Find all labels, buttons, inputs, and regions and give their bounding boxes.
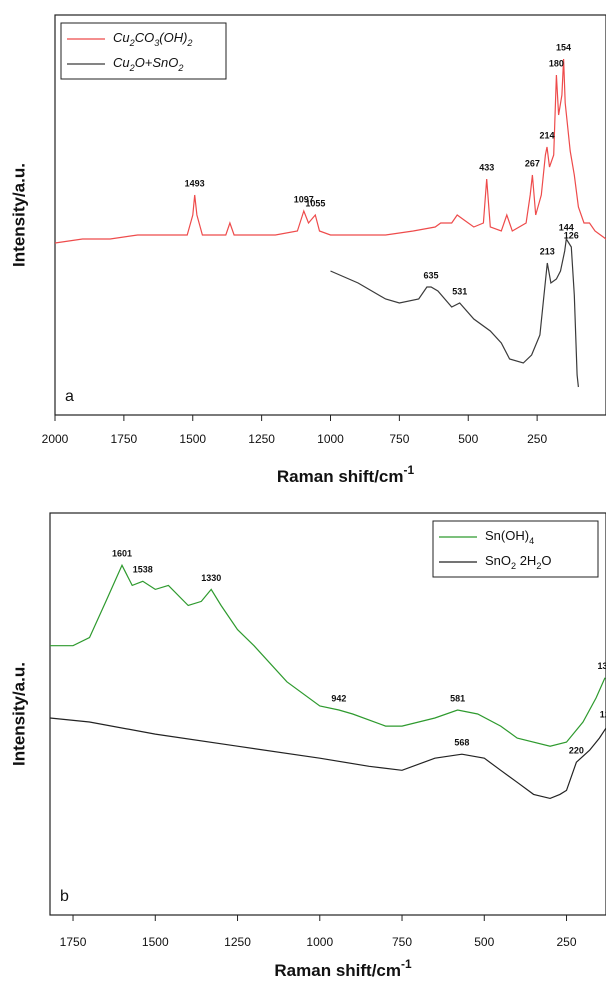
peak-label: 581 <box>450 693 465 703</box>
legend: Sn(OH)4 SnO2 2H2O <box>432 520 599 578</box>
legend-label: Cu2CO3(OH)2 <box>113 30 192 48</box>
peak-label: 154 <box>556 42 571 52</box>
x-tick-label: 500 <box>458 432 478 446</box>
peak-label: 213 <box>540 246 555 256</box>
x-tick-label: 250 <box>557 935 577 949</box>
x-tick-label: 1250 <box>224 935 251 949</box>
peak-label: 433 <box>479 162 494 172</box>
spectrum-line <box>55 58 606 244</box>
x-tick-label: 500 <box>474 935 494 949</box>
peak-label: 220 <box>569 746 584 756</box>
x-tick-label: 1750 <box>111 432 138 446</box>
x-tick-label: 1000 <box>306 935 333 949</box>
x-axis-label: Raman shift/cm-1 <box>277 463 415 486</box>
legend-label: Sn(OH)4 <box>485 528 534 546</box>
legend-label: SnO2 2H2O <box>485 553 552 571</box>
spectrum-line <box>50 717 606 800</box>
panel: 2000 1750 1500 1250 1000 750 500 250 Raman shift… <box>9 14 606 486</box>
y-axis-label: Intensity/a.u. <box>9 163 28 267</box>
peak-label: 267 <box>525 158 540 168</box>
y-axis-label: Intensity/a.u. <box>9 662 28 766</box>
legend-box <box>432 520 599 578</box>
peak-label: 942 <box>331 693 346 703</box>
peak-label: 144 <box>559 222 574 232</box>
peak-label: 1330 <box>201 573 221 583</box>
legend-label: Cu2O+SnO2 <box>113 55 183 73</box>
x-tick-label: 1750 <box>60 935 87 949</box>
panel: 1750 1500 1250 1000 750 500 250 Raman shift/cm-… <box>9 512 606 980</box>
panel-label: a <box>65 388 74 405</box>
peak-label: 126 <box>600 709 606 719</box>
peak-label: 133 <box>597 661 606 671</box>
peak-label: 568 <box>454 738 469 748</box>
x-tick-label: 1500 <box>142 935 169 949</box>
spectrum-line <box>330 237 579 388</box>
panel-label: b <box>60 888 69 905</box>
legend: Cu2CO3(OH)2 Cu2O+SnO2 <box>60 22 227 80</box>
axes-frame <box>49 512 606 916</box>
spectrum-line <box>50 563 606 747</box>
peak-label: 1538 <box>133 565 153 575</box>
x-tick-label: 2000 <box>42 432 69 446</box>
peak-label: 1493 <box>185 178 205 188</box>
peak-label: 126 <box>564 230 579 240</box>
peak-label: 1055 <box>305 198 325 208</box>
x-tick-label: 1500 <box>179 432 206 446</box>
peak-label: 1601 <box>112 549 132 559</box>
x-tick-label: 750 <box>389 432 409 446</box>
peak-label: 635 <box>424 270 439 280</box>
peak-label: 214 <box>540 130 555 140</box>
x-tick-label: 1250 <box>248 432 275 446</box>
peak-label: 1097 <box>294 194 314 204</box>
x-tick-label: 1000 <box>317 432 344 446</box>
x-axis-label: Raman shift/cm-1 <box>274 957 412 980</box>
x-tick-label: 750 <box>392 935 412 949</box>
legend-box <box>60 22 227 80</box>
peak-label: 180 <box>549 58 564 68</box>
x-tick-label: 250 <box>527 432 547 446</box>
peak-label: 531 <box>452 286 467 296</box>
